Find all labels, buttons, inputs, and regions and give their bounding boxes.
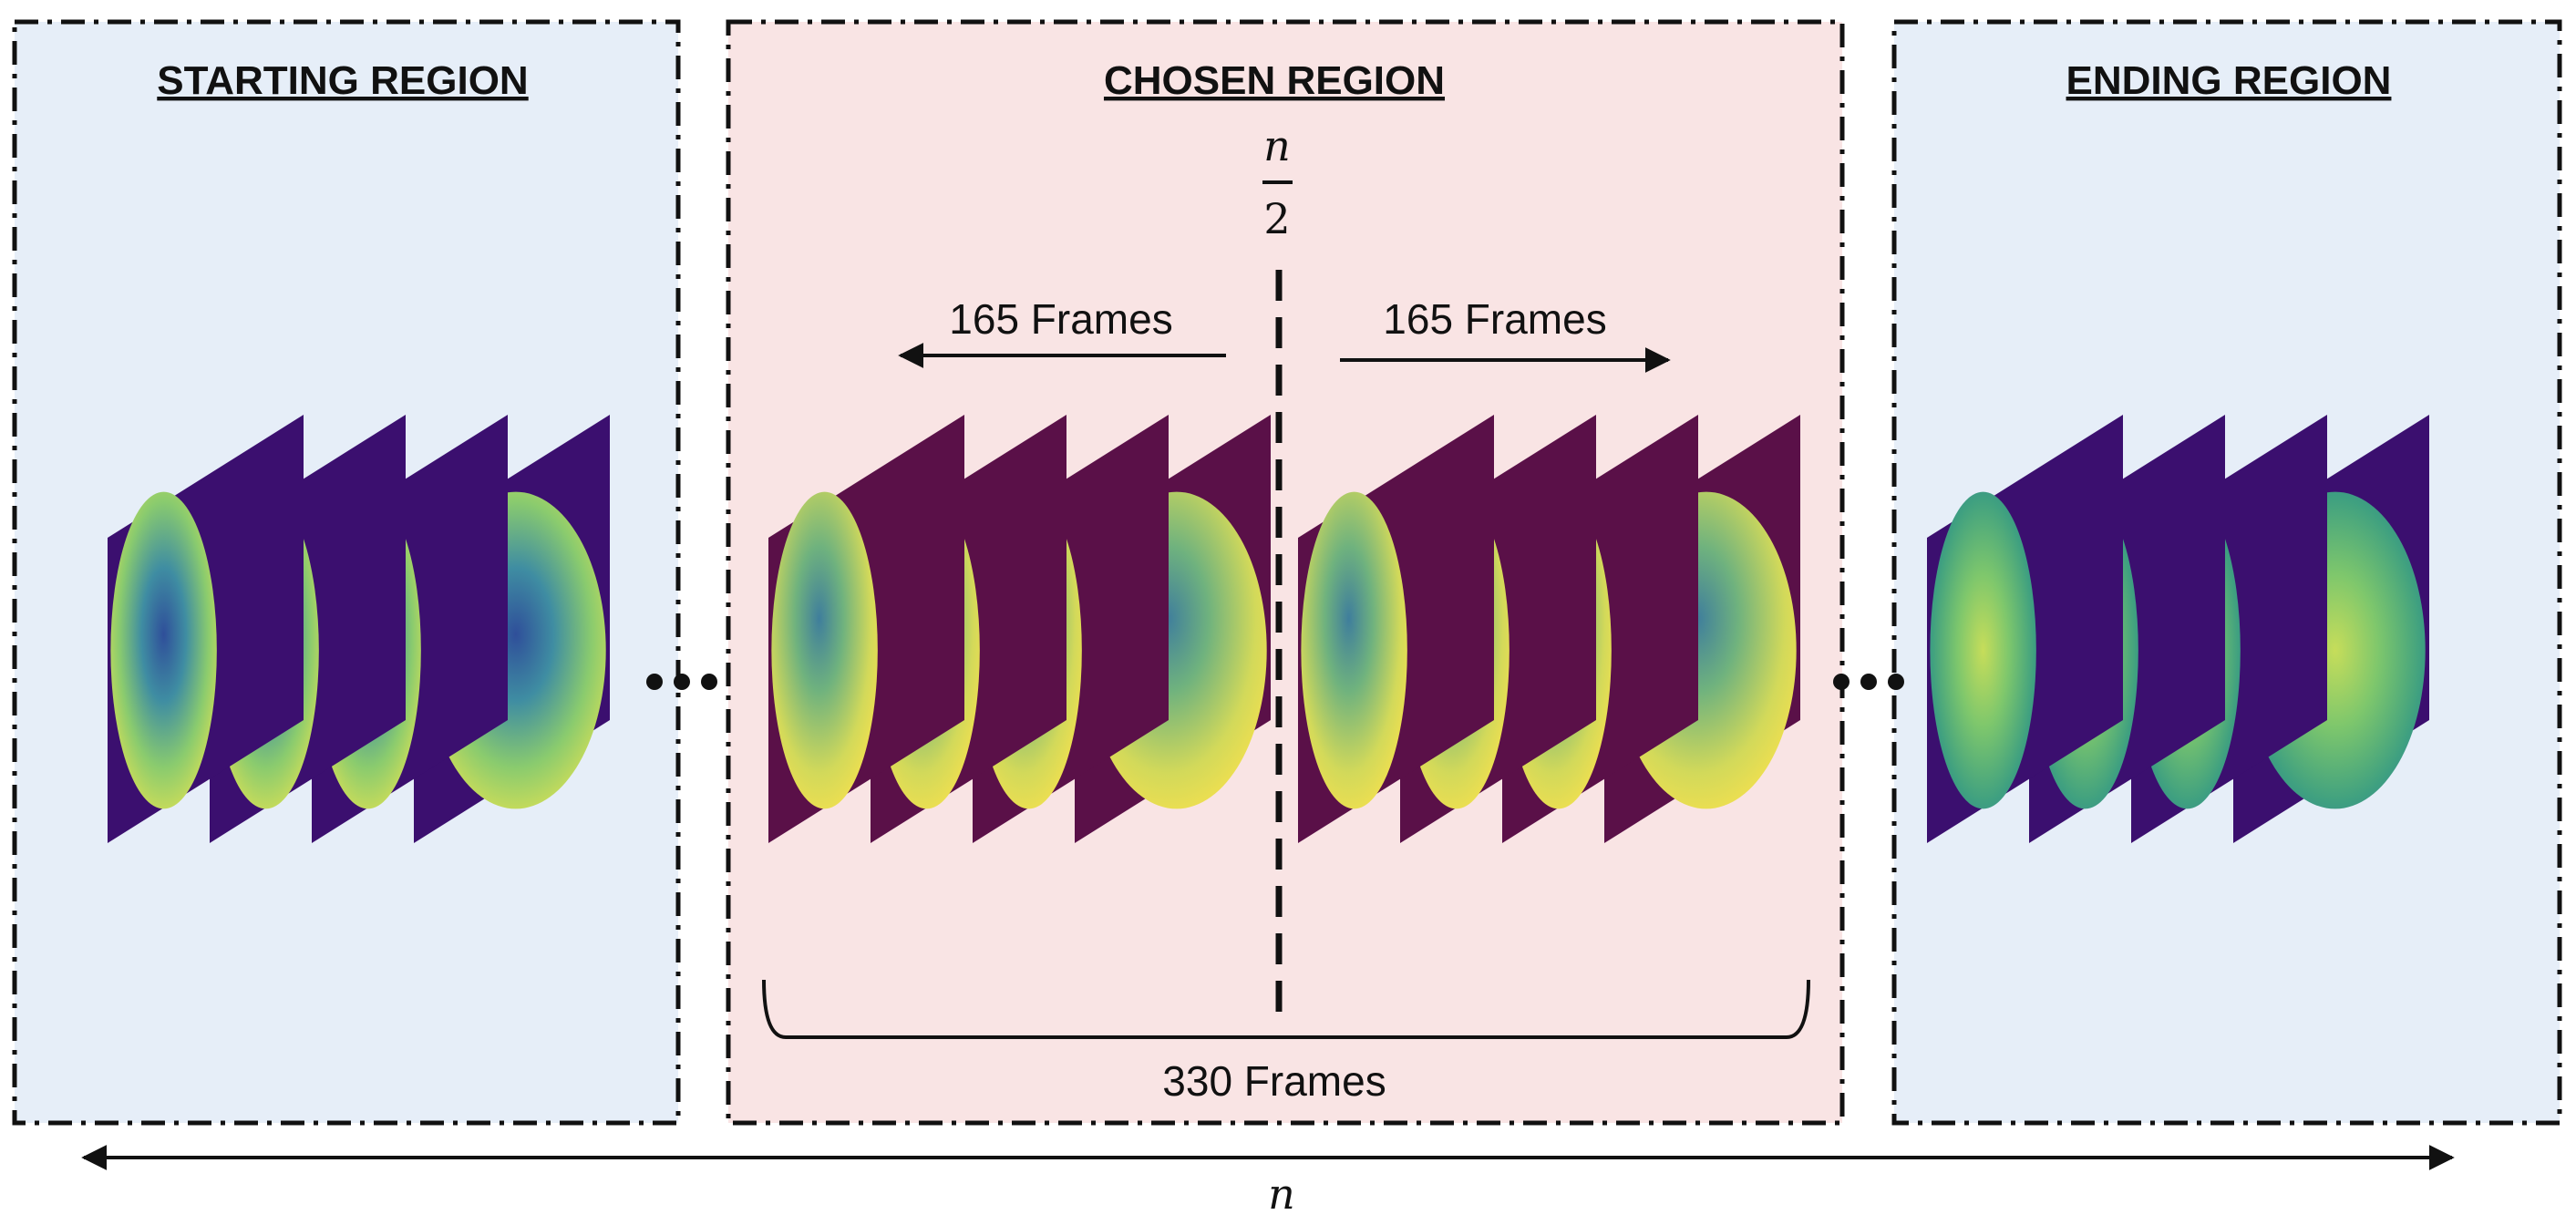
- chosen-region: CHOSEN REGION n 2 165 Frames 165 Frames …: [726, 19, 1845, 1126]
- total-length-label: n: [1268, 1169, 1295, 1219]
- ending-frame-1: [1927, 415, 2123, 843]
- right-ellipsis: [1833, 674, 1904, 690]
- left-frames-label: 165 Frames: [949, 295, 1172, 343]
- chosen-left-frame-stack: [768, 415, 1271, 843]
- ending-region-title: ENDING REGION: [2066, 58, 2392, 103]
- left-ellipsis: [646, 674, 717, 690]
- chosen-right-frame-1: [1298, 415, 1494, 843]
- right-frames-label: 165 Frames: [1383, 295, 1606, 343]
- total-frames-bracket: [762, 979, 1810, 1039]
- starting-region-title: STARTING REGION: [157, 58, 528, 103]
- chosen-right-frame-stack: [1298, 415, 1800, 843]
- chosen-left-frame-1: [768, 415, 964, 843]
- midpoint-denominator: 2: [1263, 194, 1290, 243]
- midpoint-numerator: n: [1263, 121, 1291, 170]
- starting-frame-1: [108, 415, 304, 843]
- starting-frame-stack: [108, 415, 610, 843]
- ending-region: ENDING REGION: [1891, 19, 2562, 1126]
- total-frames-label: 330 Frames: [1162, 1057, 1386, 1105]
- starting-region: STARTING REGION: [12, 19, 681, 1126]
- chosen-region-title: CHOSEN REGION: [1104, 58, 1445, 103]
- ending-frame-stack: [1927, 415, 2429, 843]
